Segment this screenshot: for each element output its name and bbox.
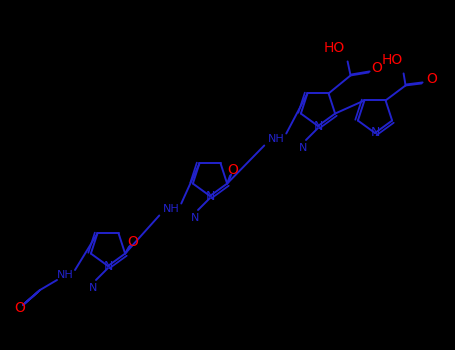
Text: NH: NH xyxy=(56,270,73,280)
Text: O: O xyxy=(228,162,238,176)
Text: N: N xyxy=(370,126,379,140)
Text: NH: NH xyxy=(163,203,180,214)
Text: N: N xyxy=(89,283,97,293)
Text: N: N xyxy=(191,213,199,223)
Text: HO: HO xyxy=(382,54,403,68)
Text: N: N xyxy=(299,143,307,153)
Text: O: O xyxy=(128,234,139,248)
Text: NH: NH xyxy=(268,133,285,143)
Text: HO: HO xyxy=(324,41,345,55)
Text: O: O xyxy=(426,72,437,86)
Text: O: O xyxy=(15,301,25,315)
Text: N: N xyxy=(103,259,113,273)
Text: N: N xyxy=(313,119,323,133)
Text: N: N xyxy=(205,189,215,203)
Text: O: O xyxy=(371,62,382,76)
